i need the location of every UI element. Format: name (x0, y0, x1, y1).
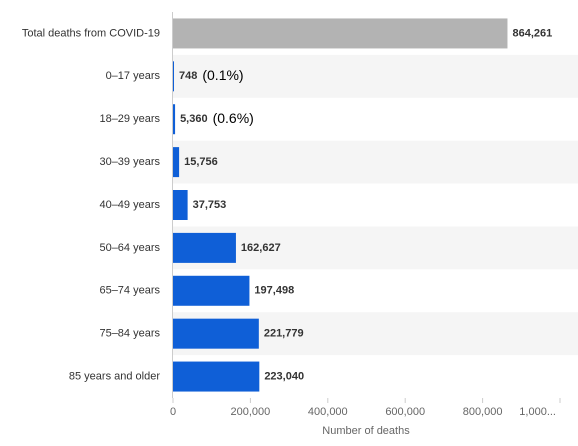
x-tick-label: 600,000 (385, 406, 425, 418)
y-tick-label: 75–84 years (99, 328, 160, 340)
annotation: (0.6%) (213, 110, 254, 126)
x-tick-label: 200,000 (231, 406, 271, 418)
bar (173, 275, 250, 306)
x-tick-label: 1,000... (519, 406, 556, 418)
value-label: 221,779 (264, 328, 304, 340)
bar (173, 104, 176, 135)
value-label: 162,627 (241, 242, 281, 254)
y-tick-label: 30–39 years (99, 156, 160, 168)
bar (173, 18, 508, 49)
value-label: 37,753 (193, 199, 227, 211)
y-tick-label: 85 years and older (69, 370, 160, 382)
y-tick-label: 0–17 years (106, 70, 161, 82)
y-tick-label: 18–29 years (99, 113, 160, 125)
value-label: 197,498 (254, 285, 294, 297)
value-label: 748 (179, 70, 197, 82)
x-tick-label: 800,000 (463, 406, 503, 418)
bar (173, 190, 188, 220)
y-tick-label: 50–64 years (99, 242, 160, 254)
value-label: 5,360 (180, 113, 208, 125)
row-stripe (173, 54, 578, 98)
value-label: 223,040 (264, 370, 304, 382)
x-tick-label: 0 (170, 406, 176, 418)
value-label: 864,261 (512, 27, 552, 39)
bar (173, 361, 260, 392)
y-tick-label: 65–74 years (99, 285, 160, 297)
x-axis-title: Number of deaths (322, 425, 410, 437)
x-tick-label: 400,000 (308, 406, 348, 418)
value-label: 15,756 (184, 156, 218, 168)
y-tick-label: Total deaths from COVID-19 (22, 27, 160, 39)
bar (173, 61, 174, 92)
row-stripe (173, 140, 578, 184)
bar (173, 318, 259, 349)
bar (173, 232, 236, 263)
bar (173, 147, 180, 178)
row-stripe (173, 226, 578, 270)
y-tick-label: 40–49 years (99, 199, 160, 211)
annotation: (0.1%) (202, 67, 243, 83)
